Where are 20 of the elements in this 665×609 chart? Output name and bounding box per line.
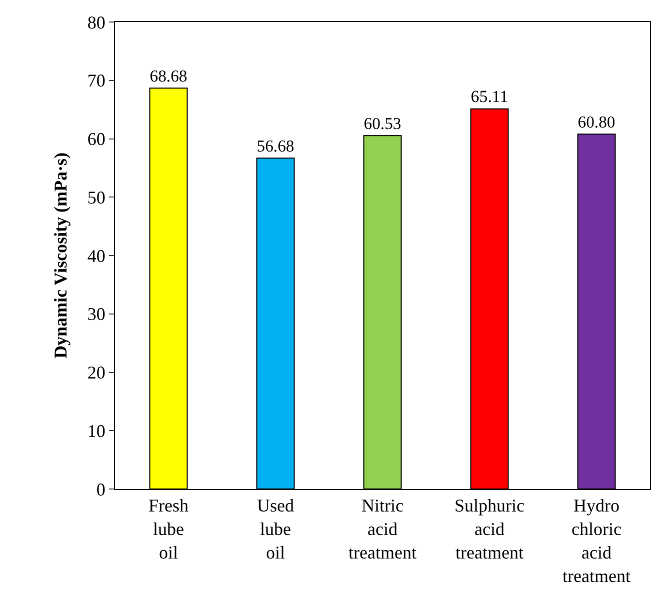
y-tick-label: 70 — [87, 70, 106, 91]
y-tick-label: 40 — [87, 246, 106, 266]
y-tick-label: 10 — [87, 420, 106, 441]
y-tick-label: 50 — [87, 187, 106, 208]
data-label: 60.53 — [364, 114, 402, 133]
x-tick-label: Sulphuric acid treatment — [454, 496, 525, 562]
data-label: 56.68 — [256, 136, 294, 156]
x-tick-label: Nitric acid treatment — [348, 496, 416, 562]
y-axis-title: Dynamic Viscosity (mPa·s) — [50, 152, 71, 358]
y-tick-label: 60 — [87, 129, 106, 150]
data-label: 65.11 — [470, 87, 508, 106]
x-tick-label: Fresh lube oil — [148, 496, 188, 562]
x-tick-label: Hydro chloric acid treatment — [562, 496, 630, 586]
y-tick-label: 20 — [87, 362, 106, 383]
y-tick-label: 80 — [87, 12, 106, 32]
y-tick-label: 30 — [87, 304, 106, 324]
y-tick-label: 0 — [96, 479, 106, 500]
x-tick-label: Used lube oil — [257, 496, 294, 562]
data-label: 68.68 — [150, 66, 188, 86]
data-label: 60.80 — [578, 112, 616, 132]
